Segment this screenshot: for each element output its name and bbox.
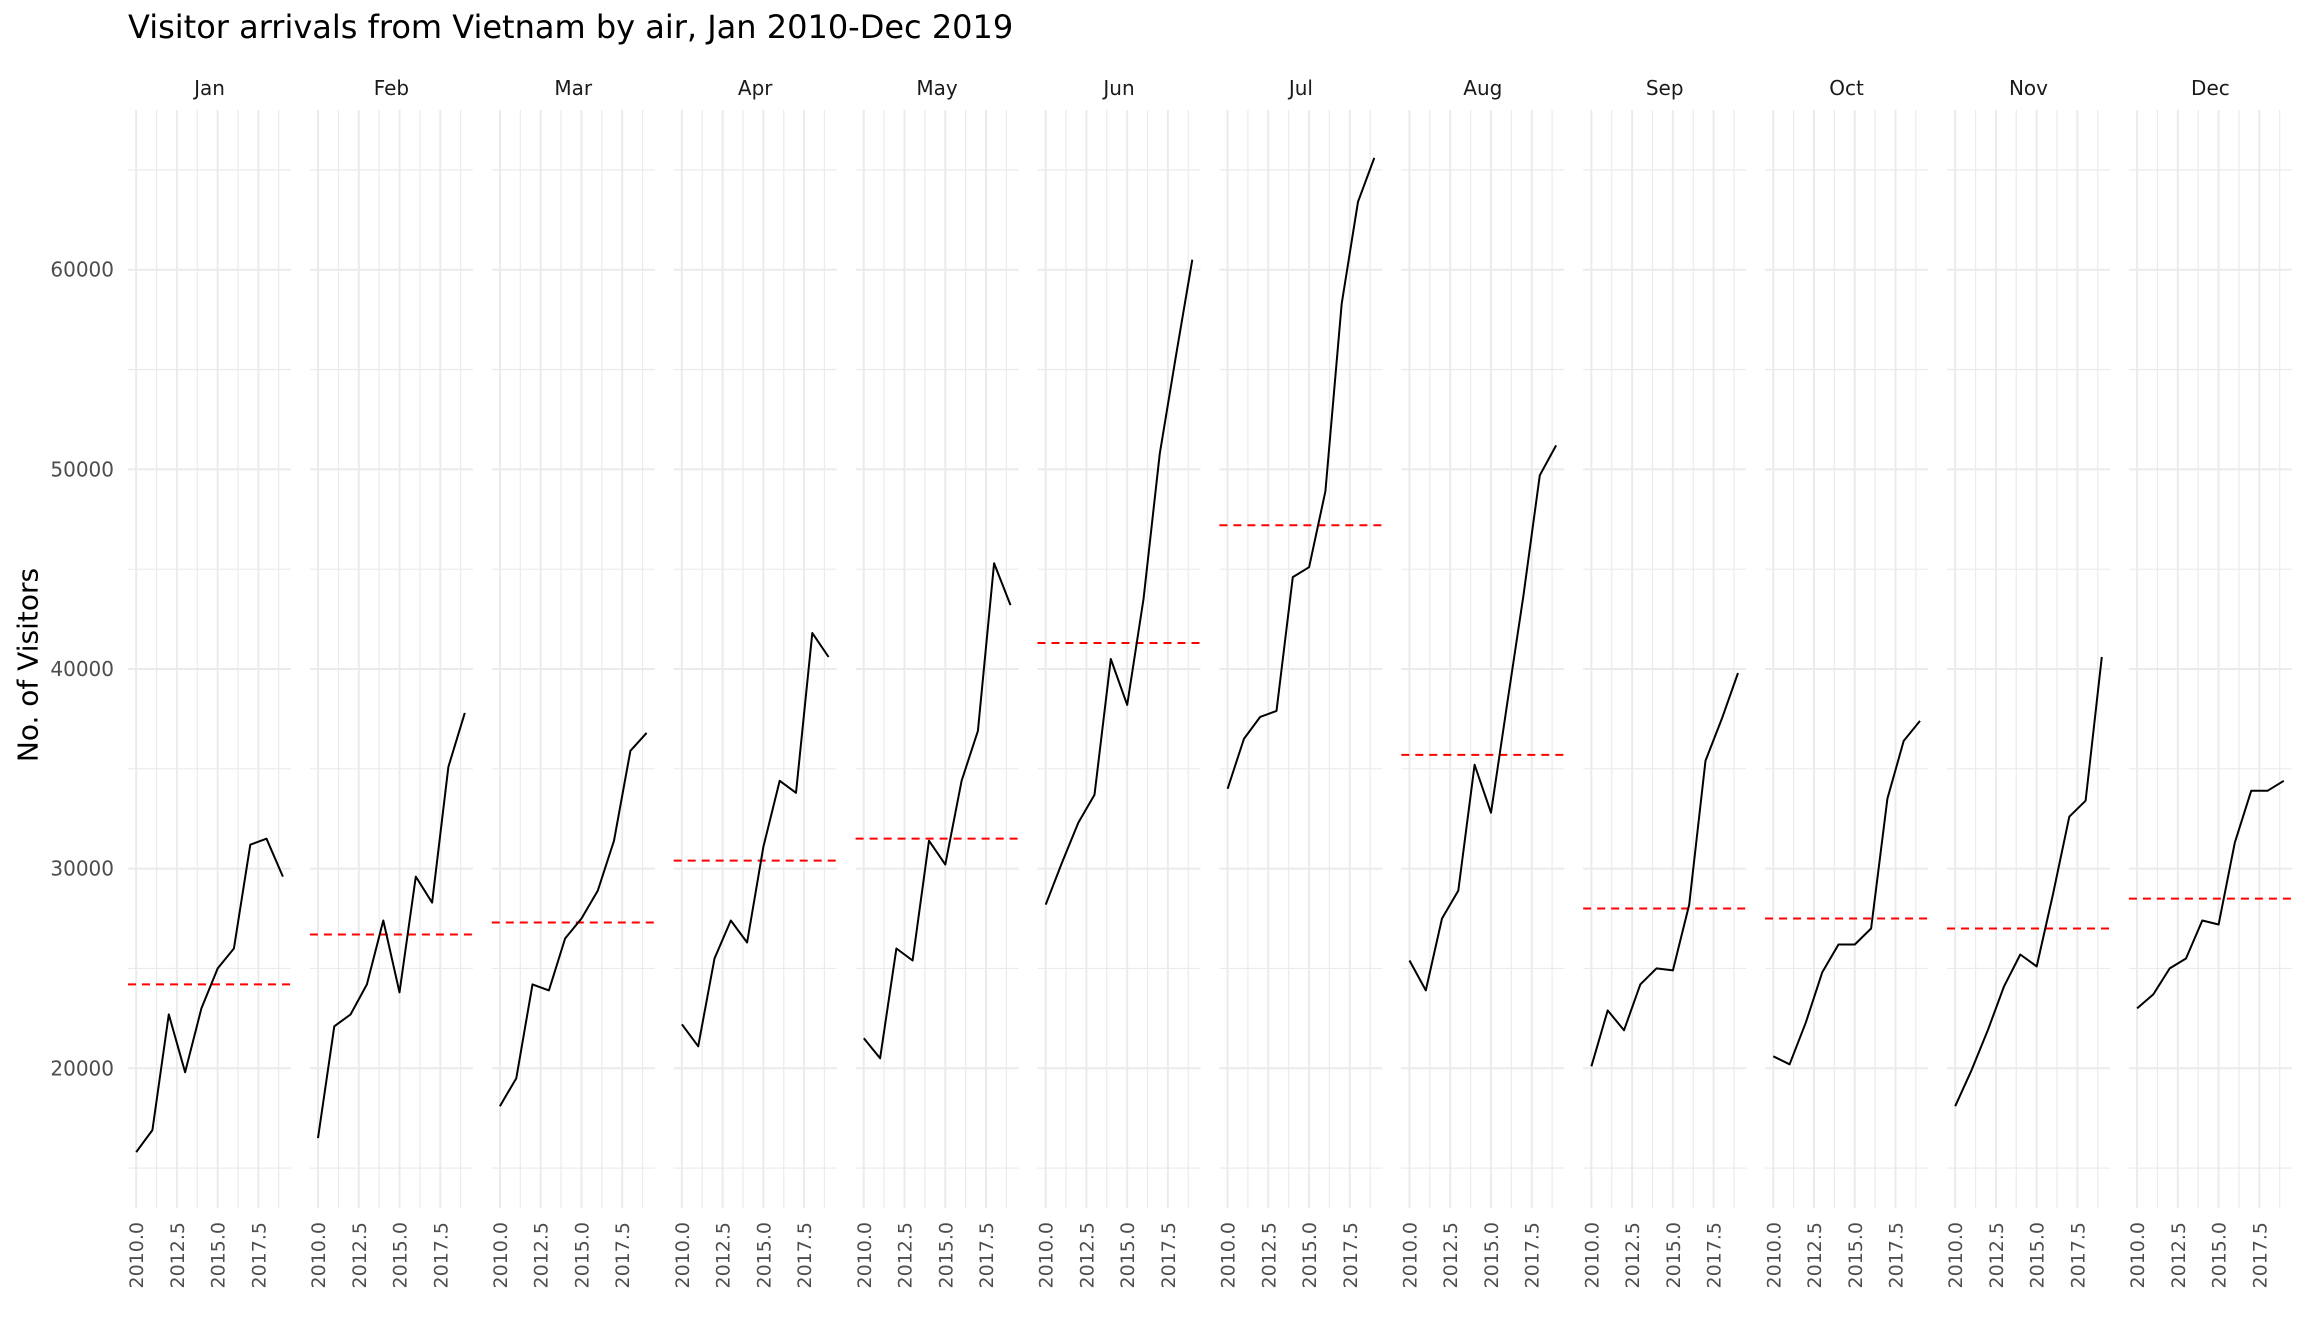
x-tick-label: 2012.5	[1986, 1222, 2008, 1288]
x-tick-label: 2012.5	[2168, 1222, 2190, 1288]
x-tick-label: 2010.0	[126, 1222, 148, 1288]
x-tick-label: 2012.5	[1258, 1222, 1280, 1288]
panel-label-dec: Dec	[2191, 76, 2230, 100]
x-tick-label: 2015.0	[1117, 1222, 1139, 1288]
x-tick-label: 2010.0	[854, 1222, 876, 1288]
x-tick-label: 2015.0	[2209, 1222, 2231, 1288]
x-tick-label: 2010.0	[1581, 1222, 1603, 1288]
panel-label-nov: Nov	[2009, 76, 2048, 100]
series-line-dec	[2136, 779, 2285, 1010]
series-line-may	[863, 562, 1012, 1060]
series-line-mar	[499, 732, 648, 1107]
x-tick-label: 2015.0	[1299, 1222, 1321, 1288]
x-tick-label: 2012.5	[1440, 1222, 1462, 1288]
x-tick-label: 2017.5	[1704, 1222, 1726, 1288]
series-line-aug	[1408, 444, 1557, 992]
x-tick-label: 2010.0	[308, 1222, 330, 1288]
x-tick-label: 2012.5	[1804, 1222, 1826, 1288]
panel-label-sep: Sep	[1646, 76, 1684, 100]
series-line-jan	[135, 837, 284, 1153]
x-tick-label: 2010.0	[1399, 1222, 1421, 1288]
x-tick-label: 2012.5	[713, 1222, 735, 1288]
series-line-oct	[1772, 720, 1921, 1066]
y-tick-label: 20000	[50, 1056, 114, 1080]
x-tick-label: 2010.0	[1036, 1222, 1058, 1288]
x-tick-label: 2017.5	[976, 1222, 998, 1288]
x-tick-label: 2017.5	[1522, 1222, 1544, 1288]
y-tick-label: 30000	[50, 857, 114, 881]
x-tick-label: 2017.5	[2067, 1222, 2089, 1288]
y-tick-label: 50000	[50, 457, 114, 481]
x-tick-label: 2017.5	[248, 1222, 270, 1288]
panel-label-apr: Apr	[738, 76, 773, 100]
x-tick-label: 2012.5	[349, 1222, 371, 1288]
series-line-feb	[317, 712, 466, 1139]
x-tick-label: 2017.5	[612, 1222, 634, 1288]
x-tick-label: 2012.5	[1622, 1222, 1644, 1288]
series-line-apr	[681, 632, 830, 1048]
x-tick-label: 2015.0	[1481, 1222, 1503, 1288]
x-tick-label: 2015.0	[935, 1222, 957, 1288]
x-tick-label: 2012.5	[1076, 1222, 1098, 1288]
panel-label-jan: Jan	[192, 76, 225, 100]
x-tick-label: 2017.5	[2249, 1222, 2271, 1288]
x-tick-label: 2015.0	[2027, 1222, 2049, 1288]
x-tick-label: 2017.5	[794, 1222, 816, 1288]
x-tick-label: 2015.0	[390, 1222, 412, 1288]
series-line-sep	[1590, 672, 1739, 1067]
y-tick-label: 40000	[50, 657, 114, 681]
x-tick-label: 2017.5	[1158, 1222, 1180, 1288]
x-tick-label: 2015.0	[753, 1222, 775, 1288]
x-tick-label: 2012.5	[531, 1222, 553, 1288]
series-line-jun	[1044, 259, 1194, 905]
x-tick-label: 2010.0	[2127, 1222, 2149, 1288]
series-line-nov	[1954, 656, 2103, 1107]
x-tick-label: 2010.0	[490, 1222, 512, 1288]
panel-label-jul: Jul	[1287, 76, 1313, 100]
x-tick-label: 2012.5	[895, 1222, 917, 1288]
panel-label-oct: Oct	[1829, 76, 1864, 100]
x-tick-label: 2015.0	[571, 1222, 593, 1288]
panel-label-feb: Feb	[374, 76, 409, 100]
panel-label-mar: Mar	[554, 76, 593, 100]
x-tick-label: 2017.5	[1340, 1222, 1362, 1288]
series-line-jul	[1226, 157, 1376, 790]
panel-label-may: May	[916, 76, 958, 100]
chart-title: Visitor arrivals from Vietnam by air, Ja…	[128, 8, 1014, 46]
x-tick-label: 2015.0	[208, 1222, 230, 1288]
panel-label-aug: Aug	[1463, 76, 1502, 100]
x-tick-label: 2017.5	[1886, 1222, 1908, 1288]
panel-label-jun: Jun	[1101, 76, 1134, 100]
x-tick-label: 2012.5	[167, 1222, 189, 1288]
y-tick-label: 60000	[50, 258, 114, 282]
x-tick-label: 2015.0	[1845, 1222, 1867, 1288]
x-tick-label: 2015.0	[1663, 1222, 1685, 1288]
x-tick-label: 2010.0	[672, 1222, 694, 1288]
x-tick-label: 2010.0	[1218, 1222, 1240, 1288]
x-tick-label: 2010.0	[1763, 1222, 1785, 1288]
x-tick-label: 2017.5	[430, 1222, 452, 1288]
x-tick-label: 2010.0	[1945, 1222, 1967, 1288]
